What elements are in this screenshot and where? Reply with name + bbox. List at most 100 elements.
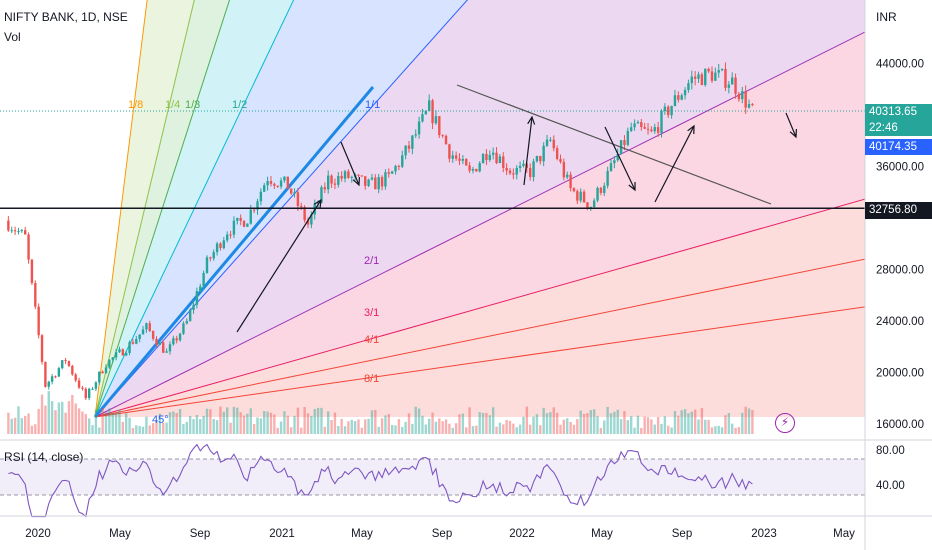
candle-body bbox=[121, 349, 125, 356]
volume-bar bbox=[549, 412, 552, 434]
candle-body bbox=[64, 360, 67, 362]
candle-body bbox=[485, 153, 488, 161]
volume-bar bbox=[111, 413, 114, 434]
candle-body bbox=[293, 192, 296, 194]
candle-body bbox=[589, 206, 592, 208]
candle-body bbox=[508, 170, 512, 174]
volume-bar bbox=[535, 414, 539, 434]
candle-body bbox=[188, 309, 192, 321]
candle-body bbox=[50, 376, 54, 382]
candle-body bbox=[680, 95, 683, 100]
candle-body bbox=[623, 140, 626, 145]
volume-bar bbox=[589, 410, 592, 434]
candle-body bbox=[448, 144, 451, 159]
candle-body bbox=[559, 158, 562, 162]
candle-body bbox=[350, 176, 353, 178]
price-tick-label: 44000.00 bbox=[876, 59, 924, 71]
volume-bar bbox=[488, 415, 491, 434]
candle-body bbox=[162, 342, 165, 353]
price-tick-label: 28000.00 bbox=[876, 265, 924, 277]
fan-line bbox=[94, 198, 865, 418]
arrow-head bbox=[313, 198, 322, 209]
candle-body bbox=[232, 220, 236, 235]
volume-bar bbox=[24, 415, 27, 434]
volume-bar bbox=[461, 413, 465, 434]
volume-bar bbox=[188, 415, 192, 434]
volume-bar bbox=[582, 413, 586, 434]
volume-bar bbox=[613, 411, 616, 434]
candle-body bbox=[465, 159, 468, 166]
lightning-icon[interactable]: ⚡ bbox=[775, 413, 795, 433]
volume-bar bbox=[259, 418, 263, 434]
arrow-line bbox=[340, 141, 360, 186]
candle-body bbox=[751, 104, 754, 106]
volume-bar bbox=[74, 403, 77, 434]
volume-bar bbox=[219, 406, 222, 434]
candle-body bbox=[428, 100, 431, 112]
candle-body bbox=[512, 173, 515, 175]
rsi-band bbox=[0, 459, 865, 495]
volume-bar bbox=[714, 426, 717, 434]
candle-body bbox=[438, 116, 441, 136]
volume-bar bbox=[599, 427, 603, 434]
candle-body bbox=[138, 334, 141, 340]
candle-body bbox=[296, 192, 300, 207]
volume-bar bbox=[717, 425, 720, 434]
candle-body bbox=[34, 282, 37, 307]
candle-body bbox=[505, 167, 508, 171]
candle-body bbox=[444, 135, 448, 145]
candle-body bbox=[37, 306, 40, 336]
candle-body bbox=[552, 139, 555, 149]
candle-body bbox=[576, 191, 579, 201]
candle-body bbox=[118, 349, 121, 353]
volume-bar bbox=[279, 421, 283, 434]
volume-bar bbox=[27, 413, 30, 434]
trendline bbox=[456, 84, 772, 205]
candle-body bbox=[478, 163, 481, 172]
annotations bbox=[0, 84, 865, 333]
volume-bar bbox=[353, 421, 357, 434]
volume-bar bbox=[481, 412, 485, 434]
volume-bar bbox=[390, 425, 394, 434]
volume-bar bbox=[30, 425, 34, 434]
candle-body bbox=[579, 191, 582, 201]
volume-bar bbox=[192, 419, 195, 434]
time-tick-label: May bbox=[109, 528, 131, 540]
candle-body bbox=[316, 202, 320, 204]
candle-body bbox=[333, 183, 337, 185]
candle-body bbox=[394, 165, 397, 172]
candle-body bbox=[108, 359, 111, 368]
arrow-head bbox=[628, 181, 636, 192]
candle-body bbox=[687, 83, 690, 91]
volume-bar bbox=[485, 413, 488, 434]
volume-bar bbox=[98, 427, 101, 434]
price-tick-label: 16000.00 bbox=[876, 419, 924, 431]
volume-bar bbox=[434, 421, 438, 434]
candle-body bbox=[269, 181, 273, 184]
volume-bar bbox=[175, 413, 178, 434]
volume-bar bbox=[81, 411, 84, 434]
volume-bar bbox=[54, 410, 57, 434]
candle-body bbox=[670, 105, 673, 116]
fan-line bbox=[94, 0, 295, 418]
time-tick-label: May bbox=[591, 528, 613, 540]
candle-body bbox=[229, 234, 232, 236]
volume-bar bbox=[633, 427, 636, 434]
candle-body bbox=[586, 202, 589, 208]
volume-bar bbox=[508, 420, 512, 434]
volume-bar bbox=[108, 408, 111, 434]
arrow-line bbox=[785, 112, 797, 138]
candle-body bbox=[27, 234, 30, 260]
volume-bar bbox=[619, 419, 623, 434]
volume-bar bbox=[552, 407, 555, 434]
volume-bar bbox=[525, 406, 529, 434]
candle-body bbox=[239, 217, 242, 221]
candle-body bbox=[515, 167, 518, 175]
volume-bar bbox=[693, 409, 697, 434]
volume-bar bbox=[360, 427, 364, 434]
volume-bar bbox=[323, 426, 327, 434]
price-tick-label: 36000.00 bbox=[876, 162, 924, 174]
fan-label: 1/2 bbox=[232, 99, 247, 111]
candle-body bbox=[263, 185, 266, 192]
